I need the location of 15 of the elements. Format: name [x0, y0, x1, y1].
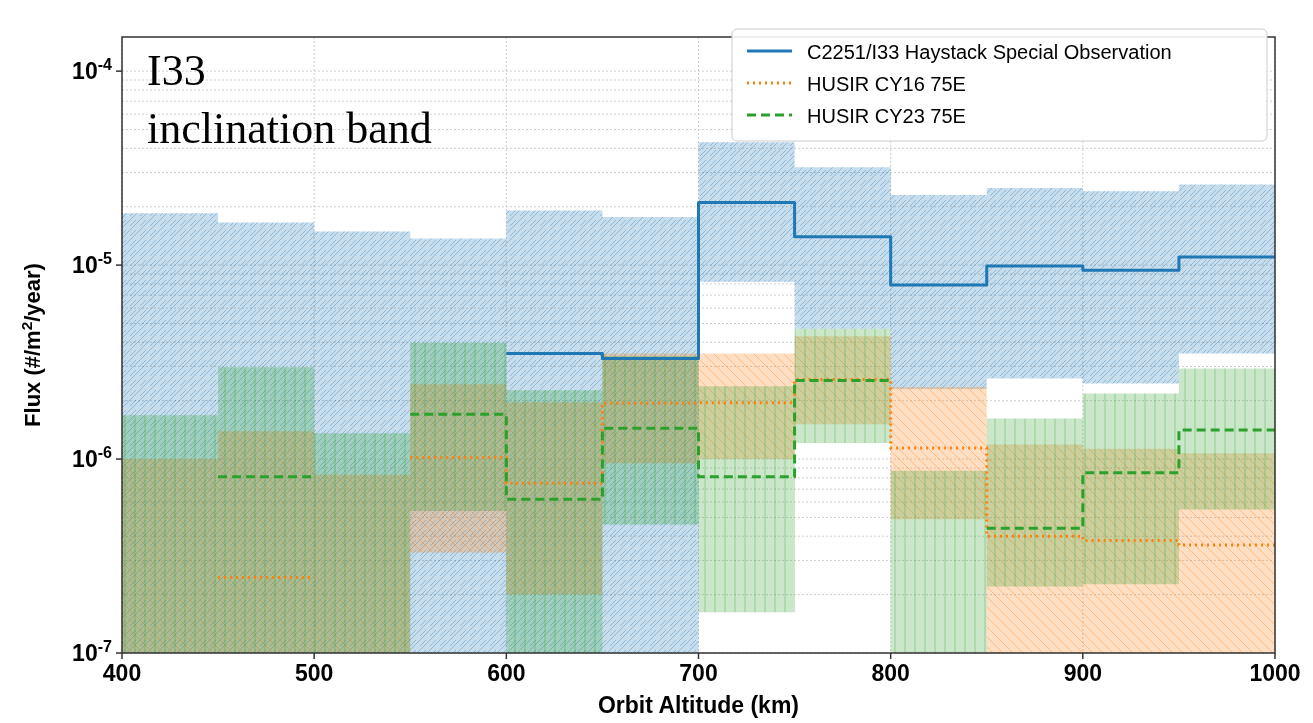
x-tick-label: 700 — [679, 660, 718, 686]
y-tick-label: 10$^{-5}$ — [72, 249, 113, 279]
x-tick-label: 900 — [1063, 660, 1103, 686]
x-tick-label: 800 — [871, 660, 910, 686]
x-tick-label: 1000 — [1249, 660, 1301, 686]
legend-label: C2251/I33 Haystack Special Observation — [807, 41, 1172, 63]
legend-label: HUSIR CY16 75E — [807, 73, 966, 95]
x-tick-label: 600 — [487, 660, 526, 686]
x-tick-label: 500 — [294, 660, 334, 686]
y-tick-label: 10$^{-6}$ — [72, 443, 113, 473]
x-tick-label: 400 — [102, 660, 142, 686]
legend-label: HUSIR CY23 75E — [807, 105, 966, 127]
annotation: I33 inclination band — [147, 46, 432, 153]
x-axis-title: Orbit Altitude (km) — [597, 692, 800, 718]
y-tick-label: 10$^{-4}$ — [72, 55, 113, 85]
